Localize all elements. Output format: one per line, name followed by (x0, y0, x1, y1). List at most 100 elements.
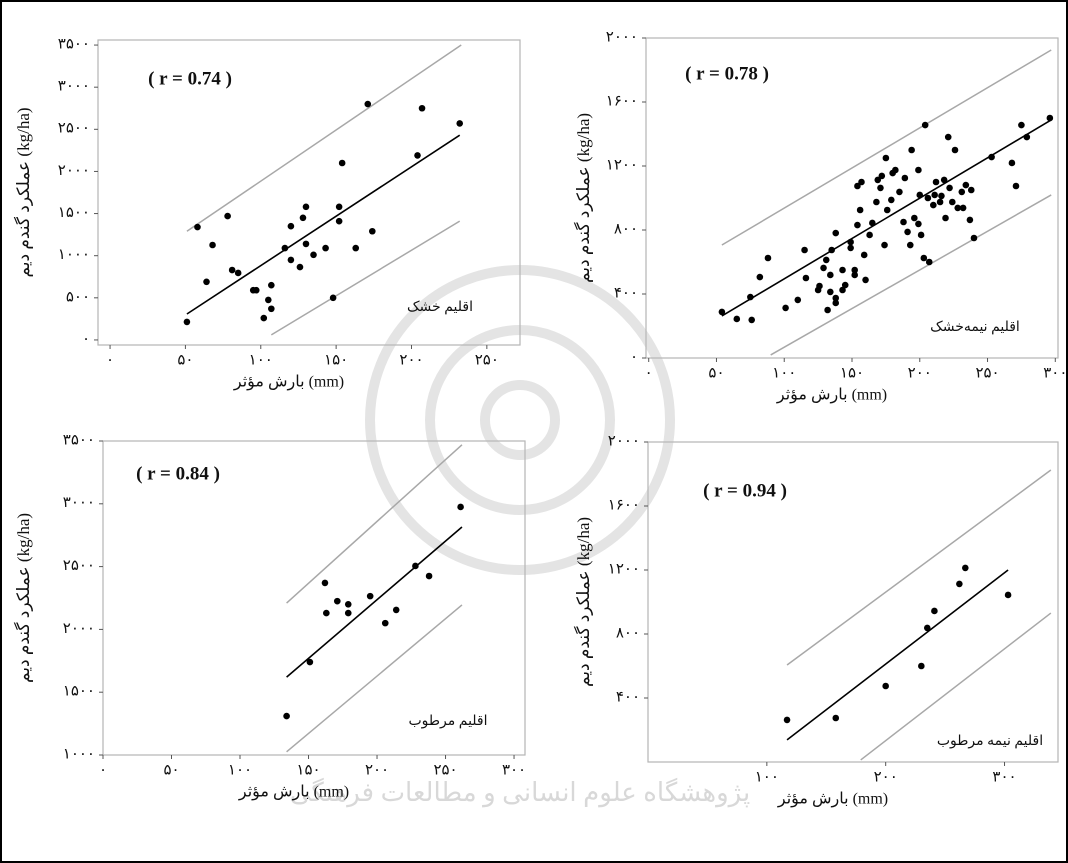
y-tick-label: ۳۰۰۰ (63, 495, 95, 511)
point (923, 624, 931, 632)
y-tick-label: ۵۰۰ (66, 289, 90, 305)
fit-line (721, 119, 1052, 317)
point (948, 198, 956, 206)
point (764, 254, 772, 262)
point (302, 240, 310, 248)
point (329, 294, 337, 302)
point (915, 166, 922, 174)
y-tick-label: ۱۵۰۰ (63, 684, 95, 700)
x-tick-label: ۲۰۰ (908, 365, 932, 381)
point (911, 214, 918, 222)
point (862, 276, 869, 284)
point (1023, 133, 1031, 141)
x-tick-label: ۱۰۰ (249, 352, 273, 368)
point (873, 198, 880, 206)
point (801, 246, 808, 254)
point (931, 191, 938, 199)
point (920, 254, 928, 262)
x-axis-title: بارش مؤثر (mm) (233, 374, 344, 392)
x-tick-label: ۲۰۰ (399, 352, 423, 368)
point (959, 204, 967, 212)
point (425, 572, 433, 580)
point (946, 184, 953, 192)
point (942, 214, 949, 222)
point (228, 266, 236, 274)
band-line (286, 604, 463, 753)
point (936, 198, 944, 206)
point (418, 104, 426, 112)
point (1004, 591, 1012, 599)
point (918, 662, 925, 670)
point (310, 251, 317, 259)
point (323, 609, 330, 617)
band-line (286, 444, 463, 604)
point (877, 184, 884, 192)
plot-frame (647, 441, 1059, 763)
point (299, 214, 307, 222)
point (967, 186, 975, 194)
point (938, 192, 945, 200)
point (860, 251, 868, 259)
point (839, 286, 846, 294)
point (1018, 121, 1025, 129)
y-tick-label: ۳۵۰۰ (58, 36, 90, 52)
annotation: ( r = 0.78 ) (685, 63, 769, 84)
point (988, 153, 995, 161)
point (824, 306, 831, 314)
point (839, 266, 846, 274)
region-label: اقلیم نیمه‌خشک (930, 320, 1020, 335)
point (851, 266, 859, 274)
point (925, 258, 933, 266)
x-tick-label: ۱۰۰ (228, 762, 252, 778)
point (832, 294, 840, 302)
region-label: اقلیم نیمه مرطوب (937, 734, 1043, 749)
point (832, 229, 840, 237)
point (412, 562, 419, 570)
band-line (186, 44, 462, 232)
point (718, 308, 726, 316)
point (756, 273, 764, 281)
point (234, 269, 242, 277)
point (908, 146, 915, 154)
region-label: اقلیم خشک (407, 300, 473, 315)
point (856, 206, 864, 214)
y-tick-label: ۴۰۰ (616, 689, 640, 705)
point (896, 188, 903, 196)
point (1046, 114, 1054, 122)
point (888, 196, 895, 204)
point (827, 288, 834, 296)
y-tick-label: ۸۰۰ (616, 625, 640, 641)
point (930, 201, 937, 209)
y-tick-label: ۱۶۰۰ (606, 93, 638, 109)
point (209, 241, 216, 249)
point (916, 191, 924, 199)
point (970, 234, 978, 242)
point (832, 714, 840, 722)
x-tick-label: ۰ (106, 352, 114, 368)
point (881, 241, 888, 249)
point (268, 281, 275, 289)
fit-line (186, 134, 461, 315)
point (782, 304, 789, 312)
point (858, 178, 865, 186)
y-tick-label: ۲۰۰۰ (606, 29, 638, 45)
x-tick-label: ۱۰۰ (755, 769, 779, 785)
y-tick-label: ۲۰۰۰ (608, 433, 640, 449)
point (794, 296, 802, 304)
point (962, 564, 969, 572)
point (956, 580, 963, 588)
x-tick-label: ۵۰ (708, 365, 724, 381)
y-axis-title: عملکرد گندم دیم (kg/ha) (573, 517, 594, 687)
point (832, 299, 840, 307)
point (951, 146, 959, 154)
x-tick-label: ۱۵۰ (324, 352, 348, 368)
x-tick-label: ۲۵۰ (975, 365, 999, 381)
point (344, 609, 352, 617)
point (281, 244, 289, 252)
point (921, 121, 929, 129)
y-tick-label: ۱۲۰۰ (606, 157, 638, 173)
point (854, 182, 861, 190)
point (321, 579, 329, 587)
